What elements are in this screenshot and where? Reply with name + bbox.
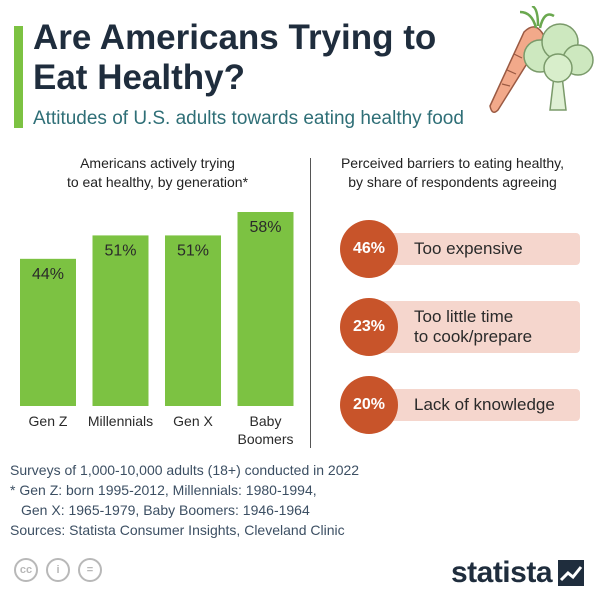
category-label: Gen X — [173, 413, 213, 429]
panel-divider — [310, 158, 311, 448]
broccoli-icon — [523, 23, 594, 111]
nd-icon[interactable]: = — [78, 558, 102, 582]
barrier-label: Too little time to cook/prepare — [414, 307, 533, 346]
category-label: Boomers — [237, 431, 293, 447]
footnote-generations-cont: Gen X: 1965-1979, Baby Boomers: 1946-196… — [21, 502, 310, 518]
generation-bar-chart: 44% Gen Z 51% Millennials 51% Gen X 58% Baby Boo… — [20, 212, 294, 447]
bar — [92, 235, 149, 406]
footnotes: Surveys of 1,000-10,000 adults (18+) con… — [10, 460, 359, 540]
barrier-row: 20% Lack of knowledge — [338, 374, 588, 436]
vegetables-illustration — [489, 6, 594, 113]
barrier-percent: 46% — [340, 220, 398, 278]
page-title: Are Americans Trying to Eat Healthy? — [33, 18, 437, 97]
license-icons: cc i = — [14, 558, 102, 582]
statista-logo-icon — [558, 560, 584, 586]
bar — [20, 258, 76, 406]
footnote-sources: Sources: Statista Consumer Insights, Cle… — [10, 522, 345, 538]
footnote-generations: * Gen Z: born 1995-2012, Millennials: 19… — [10, 482, 317, 498]
bar-value-label: 51% — [177, 242, 209, 259]
barrier-label-bg — [368, 301, 580, 353]
barrier-percent: 20% — [340, 376, 398, 434]
page-subtitle: Attitudes of U.S. adults towards eating … — [33, 108, 464, 129]
statista-logo-text: statista — [450, 556, 553, 589]
barrier-label-bg — [368, 233, 580, 265]
generation-chart-title: Americans actively trying to eat healthy… — [66, 155, 249, 190]
accent-bar — [14, 26, 23, 128]
barrier-label: Lack of knowledge — [414, 395, 555, 414]
barrier-row: 23% Too little time to cook/prepare — [338, 296, 588, 358]
footnote-survey: Surveys of 1,000-10,000 adults (18+) con… — [10, 462, 360, 478]
category-label: Baby — [250, 413, 282, 429]
barrier-percent: 23% — [340, 298, 398, 356]
barrier-label: Too expensive — [414, 239, 523, 258]
category-label: Gen Z — [29, 413, 68, 429]
barriers-chart-title: Perceived barriers to eating healthy, by… — [340, 155, 565, 190]
bar-value-label: 51% — [104, 242, 136, 259]
bar-value-label: 44% — [32, 266, 64, 283]
cc-icon[interactable]: cc — [14, 558, 38, 582]
category-label: Millennials — [88, 413, 153, 429]
statista-logo[interactable]: statista — [451, 556, 584, 590]
barrier-label-bg — [368, 389, 580, 421]
bar — [165, 235, 221, 406]
by-icon[interactable]: i — [46, 558, 70, 582]
bar — [237, 212, 294, 406]
bar-value-label: 58% — [249, 219, 281, 236]
barrier-row: 46% Too expensive — [338, 218, 588, 280]
